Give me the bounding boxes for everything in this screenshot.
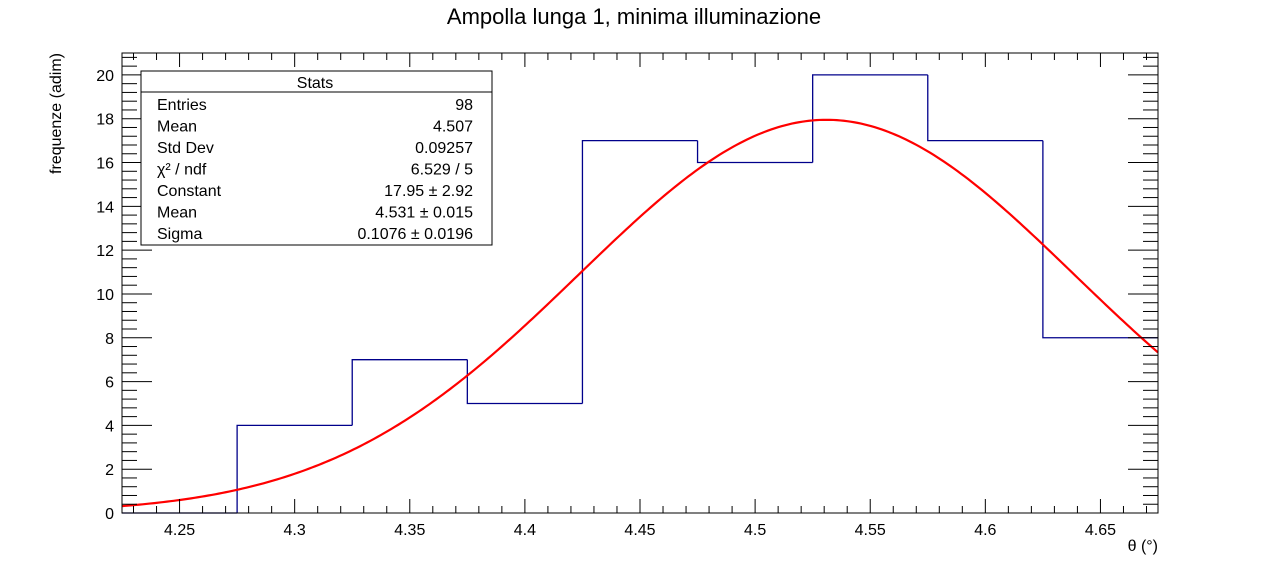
y-tick-label: 10 xyxy=(96,287,114,304)
y-tick-label: 0 xyxy=(105,506,114,523)
stats-row-value: 17.95 ± 2.92 xyxy=(384,183,473,200)
fit-series xyxy=(121,118,1159,508)
stats-row-value: 0.1076 ± 0.0196 xyxy=(357,226,473,243)
y-axis-label: frequenze (adim) xyxy=(48,53,65,174)
stats-row-value: 4.531 ± 0.015 xyxy=(375,205,473,222)
x-tick-label: 4.55 xyxy=(855,522,886,539)
stats-row-value: 0.09257 xyxy=(415,140,473,157)
stats-title: Stats xyxy=(297,75,333,92)
histogram-series xyxy=(122,74,1158,514)
chart-title: Ampolla lunga 1, minima illuminazione xyxy=(447,4,821,29)
x-tick-label: 4.3 xyxy=(284,522,306,539)
stats-row-label: χ² / ndf xyxy=(157,162,207,179)
y-tick-label: 20 xyxy=(96,68,114,85)
y-tick-label: 12 xyxy=(96,243,114,260)
y-tick-label: 16 xyxy=(96,156,114,173)
x-tick-label: 4.4 xyxy=(514,522,536,539)
stats-row-label: Entries xyxy=(157,97,207,114)
histogram-bin xyxy=(236,424,353,513)
histogram-bin xyxy=(466,359,583,405)
stats-row-value: 6.529 / 5 xyxy=(411,162,473,179)
stats-row-label: Mean xyxy=(157,119,197,136)
histogram-bin xyxy=(351,359,468,426)
axis-ticks: 4.25 4.3 4.35 4.4 4.45 4.5 4.55 4.6 4.65 0 2 4 6 8 10 1… xyxy=(96,53,1158,539)
y-tick-label: 2 xyxy=(105,462,114,479)
stats-row-value: 98 xyxy=(455,97,473,114)
fit-curve xyxy=(121,118,1159,508)
stats-box: Stats Entries 98 Mean 4.507 Std Dev 0.09257 χ²… xyxy=(140,70,493,246)
stats-row-label: Sigma xyxy=(157,226,202,243)
x-axis-label: θ (°) xyxy=(1128,538,1158,555)
histogram-bin xyxy=(927,74,1043,142)
histogram-bin xyxy=(696,140,813,164)
histogram-bin xyxy=(1042,140,1158,339)
stats-row-value: 4.507 xyxy=(433,119,473,136)
x-tick-label: 4.5 xyxy=(744,522,766,539)
y-tick-label: 6 xyxy=(105,375,114,392)
x-tick-label: 4.35 xyxy=(394,522,425,539)
x-tick-label: 4.25 xyxy=(164,522,195,539)
y-tick-label: 14 xyxy=(96,199,114,216)
stats-box-frame xyxy=(140,70,493,246)
x-tick-label: 4.6 xyxy=(974,522,996,539)
histogram-bin xyxy=(581,139,698,404)
stats-row-label: Std Dev xyxy=(157,140,214,157)
histogram-bin xyxy=(812,74,928,163)
stats-row-label: Constant xyxy=(157,183,222,200)
y-tick-label: 18 xyxy=(96,112,114,129)
x-tick-label: 4.65 xyxy=(1085,522,1116,539)
x-tick-label: 4.45 xyxy=(624,522,655,539)
stats-row-label: Mean xyxy=(157,205,197,222)
y-tick-label: 8 xyxy=(105,331,114,348)
y-tick-label: 4 xyxy=(105,418,114,435)
